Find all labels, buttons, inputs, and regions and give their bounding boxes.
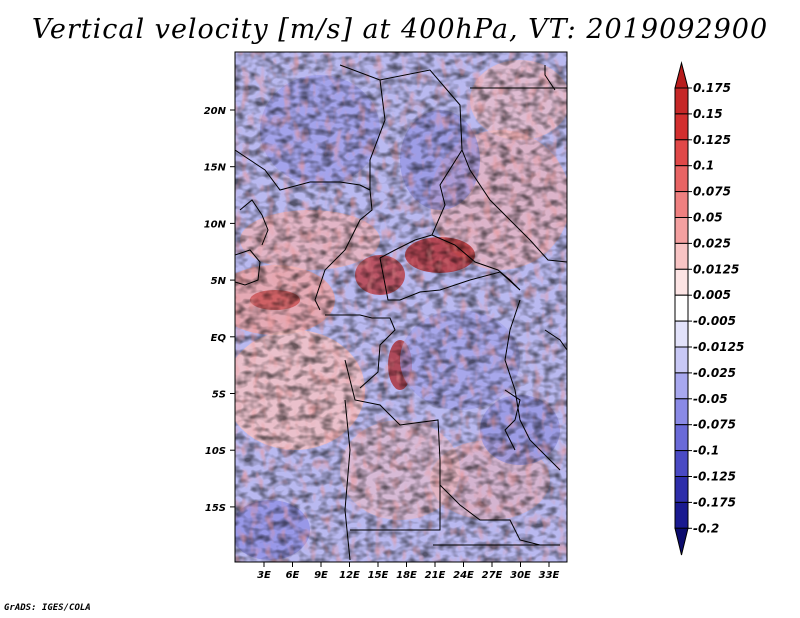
lat-tick-label: 20N bbox=[204, 106, 227, 117]
longitude-axis: 3E 6E 9E 12E 15E 18E 21E 24E 27E 30E 33E bbox=[257, 562, 560, 581]
colorbar-swatch bbox=[674, 165, 689, 193]
map-frame bbox=[234, 51, 568, 563]
colorbar-swatch bbox=[674, 372, 689, 400]
lon-tick-label: 30E bbox=[510, 570, 531, 581]
colorbar-label: 0.15 bbox=[693, 107, 723, 121]
colorbar-swatch bbox=[674, 268, 689, 296]
lat-tick-label: 10N bbox=[204, 219, 227, 230]
colorbar-swatch bbox=[674, 346, 689, 374]
colorbar-swatch bbox=[674, 424, 689, 452]
country-borders bbox=[235, 64, 567, 561]
grads-credit: GrADS: IGES/COLA bbox=[4, 603, 91, 613]
lon-tick-label: 12E bbox=[339, 570, 360, 581]
lat-tick-label: 10S bbox=[205, 446, 226, 457]
colorbar-label: 0.1 bbox=[693, 159, 714, 173]
colorbar-label: -0.025 bbox=[693, 366, 736, 380]
chart-title: Vertical velocity [m/s] at 400hPa, VT: 2… bbox=[31, 14, 769, 45]
colorbar-swatch bbox=[674, 398, 689, 426]
lon-tick-label: 9E bbox=[314, 570, 328, 581]
colorbar-label: 0.05 bbox=[693, 211, 723, 225]
colorbar-swatch bbox=[674, 242, 689, 270]
lat-tick-label: 15S bbox=[205, 503, 226, 514]
colorbar-label: -0.075 bbox=[693, 418, 736, 432]
colorbar-swatch bbox=[674, 191, 689, 219]
colorbar-label: -0.175 bbox=[693, 495, 736, 509]
colorbar-swatch bbox=[674, 294, 689, 322]
lon-tick-label: 21E bbox=[425, 570, 446, 581]
lat-tick-label: EQ bbox=[211, 333, 227, 344]
colorbar-label: 0.005 bbox=[693, 288, 731, 302]
colorbar-label: 0.0125 bbox=[693, 262, 739, 276]
colorbar-swatch bbox=[674, 217, 689, 244]
colorbar-swatch bbox=[674, 450, 689, 478]
colorbar-swatch bbox=[674, 139, 689, 167]
colorbar-label: 0.025 bbox=[693, 236, 731, 250]
colorbar-label: 0.125 bbox=[693, 133, 731, 147]
lat-tick-label: 15N bbox=[204, 163, 227, 174]
map-field bbox=[235, 52, 567, 562]
lon-tick-label: 27E bbox=[482, 570, 503, 581]
colorbar-label: -0.2 bbox=[693, 521, 719, 535]
lon-tick-label: 15E bbox=[368, 570, 389, 581]
colorbar-swatch bbox=[674, 501, 689, 529]
colorbar: 0.175 0.15 0.125 0.1 0.075 0.05 0.025 0.0125 0.0… bbox=[674, 61, 744, 556]
colorbar-label: -0.0125 bbox=[693, 340, 744, 354]
lat-tick-label: 5S bbox=[212, 390, 226, 401]
lon-tick-label: 3E bbox=[257, 570, 271, 581]
colorbar-swatch bbox=[674, 113, 689, 141]
colorbar-label: -0.05 bbox=[693, 392, 728, 406]
colorbar-swatch bbox=[674, 61, 689, 89]
colorbar-label: -0.005 bbox=[693, 314, 736, 328]
colorbar-label: 0.175 bbox=[693, 81, 731, 95]
lon-tick-label: 24E bbox=[453, 570, 474, 581]
lat-tick-label: 5N bbox=[211, 276, 227, 287]
lon-tick-label: 18E bbox=[396, 570, 417, 581]
colorbar-swatch bbox=[674, 527, 689, 556]
colorbar-label: -0.125 bbox=[693, 470, 736, 484]
colorbar-label: -0.1 bbox=[693, 444, 719, 458]
latitude-axis: 20N 15N 10N 5N EQ 5S 10S 15S bbox=[204, 106, 235, 514]
colorbar-swatch bbox=[674, 87, 689, 115]
lon-tick-label: 6E bbox=[286, 570, 300, 581]
colorbar-swatch bbox=[674, 476, 689, 503]
colorbar-label: 0.075 bbox=[693, 185, 731, 199]
lon-tick-label: 33E bbox=[539, 570, 560, 581]
colorbar-swatch bbox=[674, 320, 689, 348]
